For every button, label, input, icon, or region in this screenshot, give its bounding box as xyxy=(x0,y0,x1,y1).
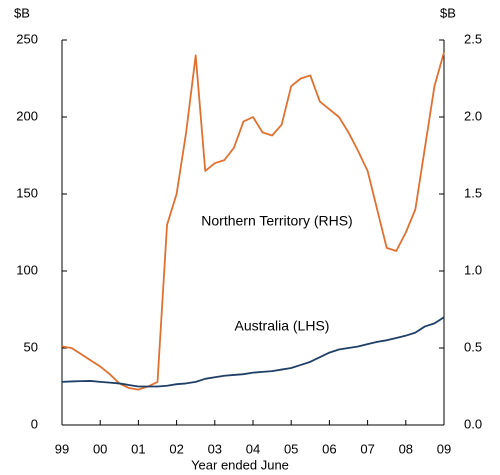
y-tick-label: 100 xyxy=(16,262,38,277)
y-tick-label: 50 xyxy=(24,339,38,354)
series-line xyxy=(61,52,445,391)
y2-tick-label: 1.5 xyxy=(464,185,482,200)
x-tick-label: 02 xyxy=(169,441,183,456)
y-tick-label: 200 xyxy=(16,108,38,123)
x-tick-label: 03 xyxy=(208,441,222,456)
y2-tick-label: 2.5 xyxy=(464,31,482,46)
x-tick-label: 09 xyxy=(437,441,451,456)
x-tick-label: 07 xyxy=(360,441,374,456)
y2-tick-label: 0.0 xyxy=(464,416,482,431)
annotation: Northern Territory (RHS) xyxy=(201,213,352,229)
y-tick-label: 150 xyxy=(16,185,38,200)
y2-tick-label: 1.0 xyxy=(464,262,482,277)
y2-tick-label: 2.0 xyxy=(464,108,482,123)
x-tick-label: 99 xyxy=(55,441,69,456)
annotation: Australia (LHS) xyxy=(235,318,330,334)
x-tick-label: 04 xyxy=(246,441,260,456)
y2-unit-label: $B xyxy=(440,5,456,20)
x-tick-label: 08 xyxy=(399,441,413,456)
x-tick-label: 06 xyxy=(322,441,336,456)
series-line xyxy=(61,316,445,388)
x-axis-label: Year ended June xyxy=(191,457,289,472)
y2-tick-label: 0.5 xyxy=(464,339,482,354)
x-tick-label: 00 xyxy=(93,441,107,456)
y-tick-label: 0 xyxy=(31,416,38,431)
x-tick-label: 01 xyxy=(131,441,145,456)
y-unit-label: $B xyxy=(14,5,30,20)
y-tick-label: 250 xyxy=(16,31,38,46)
x-tick-label: 05 xyxy=(284,441,298,456)
